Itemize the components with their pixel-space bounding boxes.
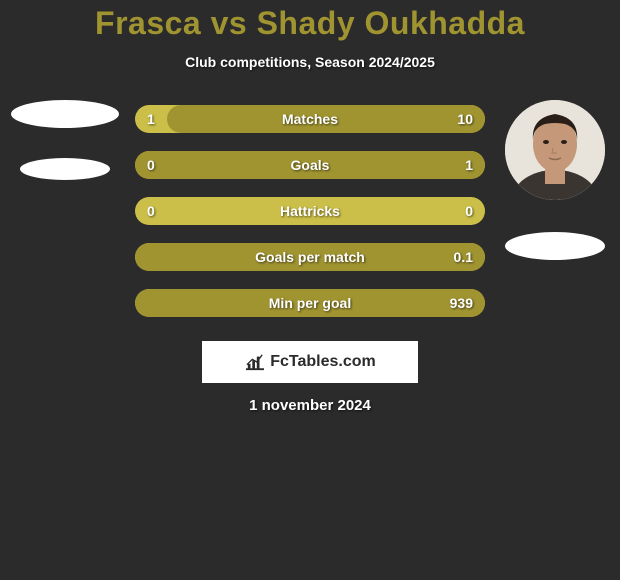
player-left-avatar-placeholder	[11, 100, 119, 128]
stat-label: Min per goal	[135, 295, 485, 311]
page-subtitle: Club competitions, Season 2024/2025	[0, 54, 620, 70]
stat-right-value: 10	[457, 111, 473, 127]
watermark-text: FcTables.com	[270, 353, 376, 371]
face-icon	[505, 100, 605, 200]
stat-bar: Min per goal939	[135, 289, 485, 317]
player-right-column	[495, 100, 615, 260]
stat-right-value: 939	[450, 295, 473, 311]
date-text: 1 november 2024	[0, 397, 620, 414]
stat-right-value: 0	[465, 203, 473, 219]
stat-bar: 1Matches10	[135, 105, 485, 133]
stat-label: Goals per match	[135, 249, 485, 265]
stat-label: Hattricks	[135, 203, 485, 219]
player-left-column	[5, 100, 125, 180]
stat-label: Goals	[135, 157, 485, 173]
player-right-avatar	[505, 100, 605, 200]
main-area: 1Matches100Goals10Hattricks0Goals per ma…	[0, 105, 620, 414]
stats-area: 1Matches100Goals10Hattricks0Goals per ma…	[135, 105, 485, 317]
player-right-team-logo	[505, 232, 605, 260]
page-title: Frasca vs Shady Oukhadda	[0, 5, 620, 42]
stat-bar: 0Goals1	[135, 151, 485, 179]
chart-icon	[244, 353, 266, 371]
stat-right-value: 0.1	[454, 249, 473, 265]
watermark: FcTables.com	[202, 341, 418, 383]
stat-label: Matches	[135, 111, 485, 127]
player-left-team-placeholder	[20, 158, 110, 180]
stat-right-value: 1	[465, 157, 473, 173]
stat-bar: 0Hattricks0	[135, 197, 485, 225]
comparison-container: Frasca vs Shady Oukhadda Club competitio…	[0, 0, 620, 414]
stat-bar: Goals per match0.1	[135, 243, 485, 271]
